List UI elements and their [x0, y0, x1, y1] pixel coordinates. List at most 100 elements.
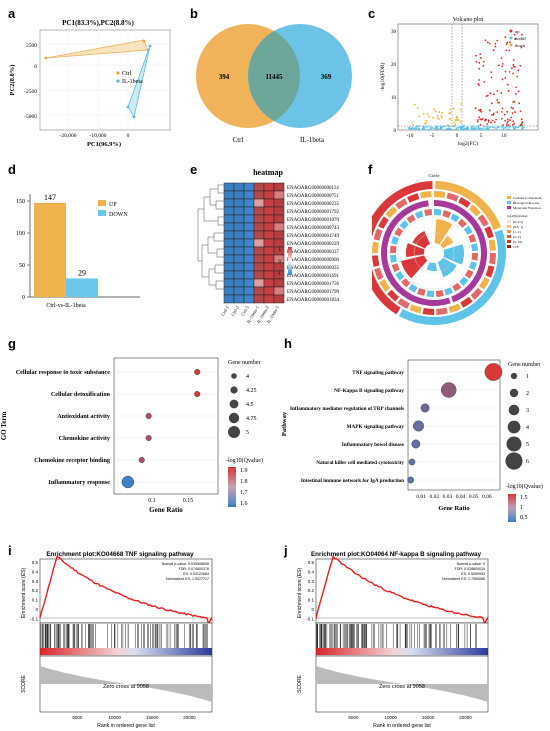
volcano-point — [482, 127, 485, 130]
gsea-ytick: 0.5 — [32, 560, 39, 565]
dot-point — [441, 382, 457, 398]
volcano-point — [476, 120, 479, 123]
volcano-point — [511, 123, 514, 126]
circos-segment — [390, 254, 397, 263]
volcano-point — [515, 126, 518, 129]
volcano-point — [477, 126, 480, 129]
gsea-rank-bar — [316, 648, 488, 655]
volcano-point — [486, 125, 488, 128]
venn-right-label: IL-1beta — [300, 136, 325, 144]
volcano-point — [462, 129, 464, 131]
heatmap-cell — [253, 294, 265, 304]
volcano-point — [505, 49, 508, 52]
go-size-legend-label: 4.5 — [246, 402, 254, 408]
kegg-colorbar — [508, 494, 516, 522]
circos-segment — [471, 253, 478, 261]
venn-overlap — [248, 31, 300, 121]
heatmap-cell — [253, 198, 265, 208]
heatmap-cell — [253, 262, 265, 272]
gsea-ylabel: Enrichment score (ES) — [297, 568, 303, 619]
heatmap-cell — [273, 278, 285, 288]
gsea-ylabel: Enrichment score (ES) — [21, 568, 27, 619]
heatmap-cell — [273, 222, 285, 232]
circos-segment — [460, 296, 473, 308]
circos-segment — [378, 216, 389, 229]
kegg-xtick: 0.02 — [429, 494, 439, 500]
volcano-point — [480, 57, 482, 59]
volcano-point — [446, 124, 449, 126]
volcano-point — [507, 120, 509, 123]
circos-segment — [390, 245, 397, 254]
circos-segment — [484, 226, 494, 239]
volcano-point — [490, 76, 493, 79]
pca-ctrl-ellipse — [45, 39, 149, 59]
circos-segment — [457, 218, 467, 228]
volcano-point — [520, 122, 523, 125]
heatmap-cell — [273, 286, 285, 296]
pca-legend-ctrl-dot — [116, 71, 120, 75]
heatmap-cell — [243, 246, 255, 256]
pca-ytick: 0 — [34, 64, 37, 70]
volcano-point — [498, 64, 500, 67]
heatmap-cell — [233, 198, 245, 208]
kegg-xticks: 0.01 0.02 0.03 0.04 0.05 0.06 — [416, 494, 492, 500]
deg-legend-up: UP — [109, 202, 117, 208]
volcano-xtick: 0 — [456, 134, 459, 139]
dot-category-label: Chemokine activity — [59, 435, 111, 442]
kegg-size-legend-label: 4 — [526, 425, 529, 431]
heatmap-scale-high: 1 — [279, 248, 282, 253]
volcano-point — [506, 121, 509, 124]
pca-legend-il: IL-1beta — [122, 79, 143, 85]
volcano-point — [513, 33, 516, 36]
heatmap-cell — [223, 286, 235, 296]
heatmap-cell — [243, 190, 255, 200]
gsea-ytick: 0.5 — [308, 560, 315, 565]
kegg-xtick: 0.04 — [456, 494, 466, 500]
volcano-point — [418, 127, 421, 130]
volcano-point — [445, 128, 448, 131]
circos-segment — [422, 308, 435, 315]
volcano-point — [510, 116, 513, 119]
heatmap-cell — [253, 222, 265, 232]
pca-legend-ctrl: Ctrl — [122, 71, 132, 77]
volcano-point — [508, 126, 511, 128]
gsea-xtick: 20000 — [183, 715, 196, 720]
volcano-point — [488, 128, 490, 131]
pca-ylabel: PC2(8.8%) — [9, 65, 16, 96]
volcano-point — [459, 120, 462, 123]
volcano-point — [519, 110, 522, 113]
gsea-zero-cross: Zero cross at 9058 — [379, 684, 425, 690]
heatmap-cell — [223, 206, 235, 216]
circos-segment — [479, 277, 490, 290]
volcano-point — [476, 119, 479, 121]
venn-left-label: Ctrl — [233, 136, 244, 144]
venn-right-count: 369 — [321, 73, 332, 81]
volcano-point — [448, 117, 451, 120]
volcano-point — [513, 100, 516, 103]
volcano-point — [492, 114, 495, 116]
heatmap-cell — [253, 214, 265, 224]
volcano-point — [489, 92, 492, 95]
volcano-point — [423, 126, 426, 129]
gsea-plot-tnf: Enrichment plot:KO04668 TNF signaling pa… — [21, 551, 213, 729]
gsea-stat: ES: 0.53122684 — [183, 572, 209, 576]
pca-ctrl-point — [44, 56, 48, 60]
circos-segment — [400, 255, 428, 279]
volcano-point — [478, 61, 481, 64]
dot-point — [408, 458, 416, 466]
volcano-point — [457, 126, 460, 129]
pca-legend-il-dot — [116, 79, 120, 83]
heatmap-cell — [243, 222, 255, 232]
volcano-point — [506, 41, 509, 44]
volcano-point — [505, 124, 508, 126]
heatmap-cell — [223, 262, 235, 272]
panel-label-b: b — [190, 6, 198, 21]
gsea-xtick: 20000 — [459, 715, 472, 720]
volcano-point — [440, 126, 443, 129]
volcano-point — [453, 121, 456, 124]
gsea-ytick: 0.4 — [308, 569, 315, 574]
volcano-point — [494, 42, 497, 45]
volcano-point — [418, 125, 421, 127]
circos-segment — [464, 269, 474, 279]
gsea-score-area — [40, 666, 212, 702]
